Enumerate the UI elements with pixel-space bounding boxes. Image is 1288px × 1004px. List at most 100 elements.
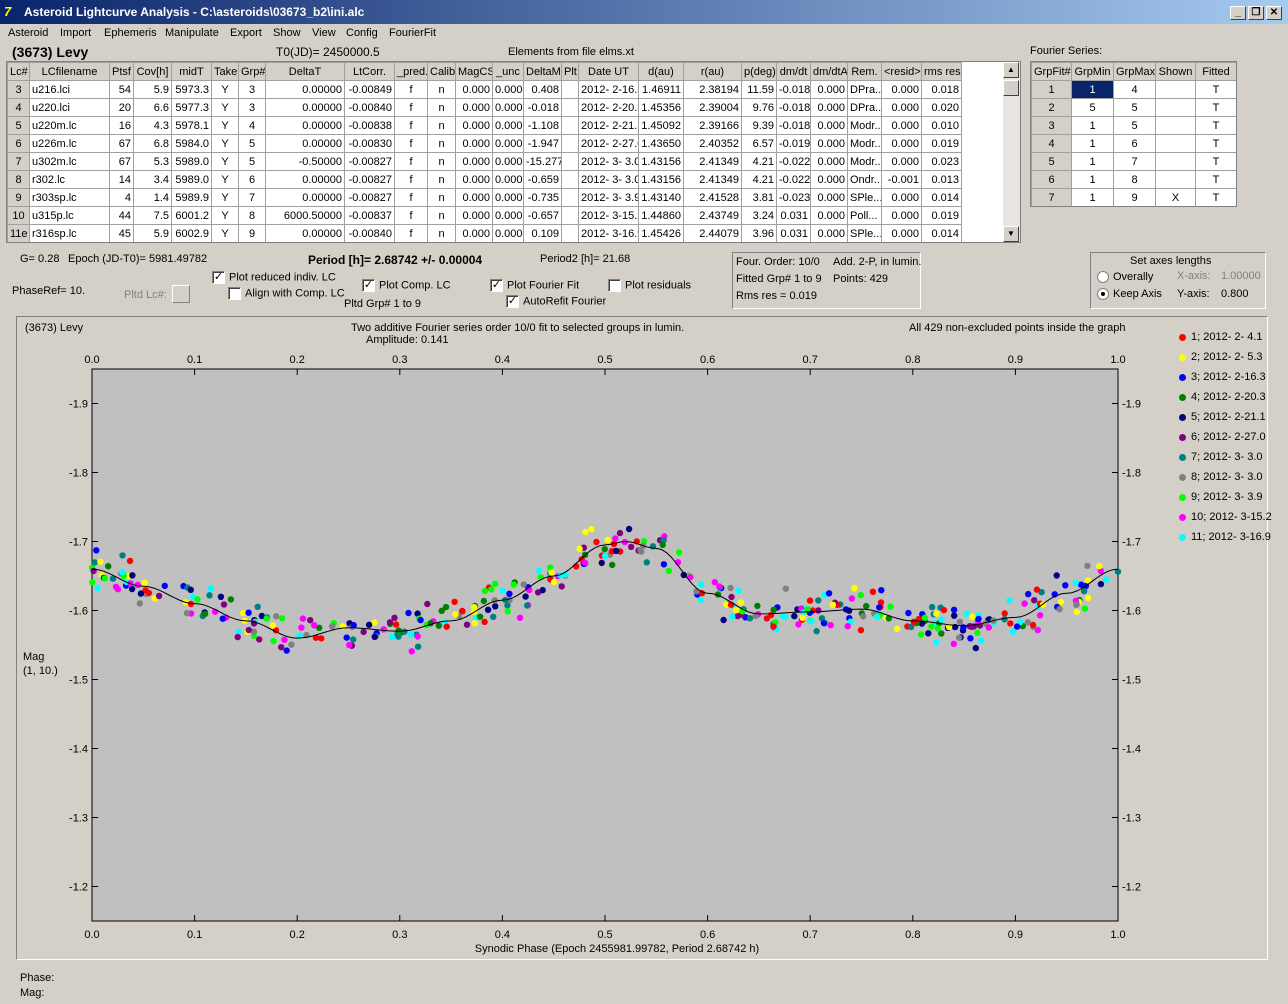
lc-cell[interactable]: u302m.lc xyxy=(29,152,110,171)
lc-cell[interactable]: -0.659 xyxy=(523,170,562,189)
lc-cell[interactable]: n xyxy=(427,170,456,189)
lc-table-row[interactable]: 4 u220.lci 20 6.6 5977.3 Y 3 0.00000 -0.00840 f n 0… xyxy=(7,98,962,117)
lc-table-row[interactable]: 8 r302.lc 14 3.4 5989.0 Y 6 0.00000 -0.00827 f n 0.… xyxy=(7,170,962,189)
lc-cell[interactable] xyxy=(561,188,579,207)
lc-cell[interactable]: 8 xyxy=(7,170,30,189)
fourier-cell[interactable]: T xyxy=(1195,134,1236,153)
lc-column-header[interactable]: Date UT xyxy=(578,62,639,81)
lc-cell[interactable]: -0.00837 xyxy=(344,206,395,225)
plot-residuals-checkbox[interactable]: Plot residuals xyxy=(608,279,691,292)
lc-cell[interactable]: 7.5 xyxy=(133,206,172,225)
lc-cell[interactable]: 1.43650 xyxy=(638,134,684,153)
fourier-cell[interactable]: T xyxy=(1195,152,1236,171)
lc-cell[interactable]: 3.24 xyxy=(741,206,777,225)
lc-cell[interactable]: 0.000 xyxy=(881,188,922,207)
lc-cell[interactable]: 6002.9 xyxy=(171,224,212,242)
lc-cell[interactable]: u315p.lc xyxy=(29,206,110,225)
lc-cell[interactable]: 0.000 xyxy=(455,224,493,242)
lc-cell[interactable]: 16 xyxy=(109,116,134,135)
lc-cell[interactable]: 5.9 xyxy=(133,224,172,242)
lc-cell[interactable]: r302.lc xyxy=(29,170,110,189)
menu-import[interactable]: Import xyxy=(60,27,92,39)
lc-cell[interactable]: 3.4 xyxy=(133,170,172,189)
fourier-cell[interactable]: 8 xyxy=(1113,170,1156,189)
fourier-cell[interactable]: T xyxy=(1195,170,1236,189)
lc-cell[interactable]: -0.023 xyxy=(776,188,811,207)
lc-cell[interactable]: 0.00000 xyxy=(265,170,345,189)
lc-cell[interactable]: n xyxy=(427,80,456,99)
lc-cell[interactable]: -0.00827 xyxy=(344,152,395,171)
plot-reduced-checkbox[interactable]: ✓ Plot reduced indiv. LC xyxy=(212,271,336,284)
lc-cell[interactable]: 4 xyxy=(238,116,266,135)
lc-cell[interactable]: 6.57 xyxy=(741,134,777,153)
lc-cell[interactable]: -0.00849 xyxy=(344,80,395,99)
fourier-cell[interactable] xyxy=(1155,116,1196,135)
lc-cell[interactable]: 2.40352 xyxy=(683,134,742,153)
lc-cell[interactable]: Y xyxy=(211,80,239,99)
lc-cell[interactable]: 6000.50000 xyxy=(265,206,345,225)
lc-cell[interactable]: 5 xyxy=(238,152,266,171)
lc-cell[interactable]: 7 xyxy=(238,188,266,207)
lc-cell[interactable]: 2012- 3- 3.9 xyxy=(578,188,639,207)
lc-cell[interactable]: 0.000 xyxy=(881,134,922,153)
lc-cell[interactable]: 0.000 xyxy=(492,80,524,99)
lc-cell[interactable]: 3.81 xyxy=(741,188,777,207)
lc-column-header[interactable]: Cov[h] xyxy=(133,62,172,81)
menu-fourierfit[interactable]: FourierFit xyxy=(389,27,437,39)
lc-cell[interactable] xyxy=(561,206,579,225)
lc-cell[interactable]: 2.41528 xyxy=(683,188,742,207)
fourier-column-header[interactable]: GrpMin xyxy=(1071,62,1114,81)
lc-cell[interactable]: 0.000 xyxy=(881,206,922,225)
lc-cell[interactable]: f xyxy=(394,134,428,153)
lc-cell[interactable]: 0.000 xyxy=(455,98,493,117)
lc-cell[interactable]: 2012- 3-15.2 xyxy=(578,206,639,225)
lc-cell[interactable]: 0.031 xyxy=(776,224,811,242)
lc-cell[interactable]: 0.000 xyxy=(455,170,493,189)
lc-cell[interactable]: 2012- 3- 3.0 xyxy=(578,170,639,189)
lc-column-header[interactable]: Calib. xyxy=(427,62,456,81)
menu-ephemeris[interactable]: Ephemeris xyxy=(104,27,157,39)
lightcurve-scrollbar[interactable]: ▲ ▼ xyxy=(1003,62,1020,242)
fourier-cell[interactable]: 5 xyxy=(1113,116,1156,135)
lc-cell[interactable]: 2.38194 xyxy=(683,80,742,99)
lc-cell[interactable]: 45 xyxy=(109,224,134,242)
lc-cell[interactable]: 3 xyxy=(238,80,266,99)
fourier-cell[interactable]: 9 xyxy=(1113,188,1156,206)
lc-cell[interactable]: -0.018 xyxy=(776,98,811,117)
lc-cell[interactable]: -0.657 xyxy=(523,206,562,225)
lc-cell[interactable]: 2012- 3- 3.0 xyxy=(578,152,639,171)
lc-cell[interactable]: 0.013 xyxy=(921,170,962,189)
lc-cell[interactable]: SPle... xyxy=(847,224,882,242)
lc-cell[interactable]: 9 xyxy=(7,188,30,207)
plot-comp-checkbox[interactable]: ✓ Plot Comp. LC xyxy=(362,279,451,292)
fourier-cell[interactable] xyxy=(1155,98,1196,117)
lc-cell[interactable]: 0.000 xyxy=(492,152,524,171)
lc-cell[interactable]: r303sp.lc xyxy=(29,188,110,207)
lc-cell[interactable]: 0.00000 xyxy=(265,188,345,207)
lc-cell[interactable]: -0.019 xyxy=(776,134,811,153)
scroll-up-icon[interactable]: ▲ xyxy=(1003,62,1019,78)
lc-cell[interactable]: 0.019 xyxy=(921,206,962,225)
lc-cell[interactable]: n xyxy=(427,134,456,153)
fourier-cell[interactable]: 6 xyxy=(1031,170,1072,189)
lc-cell[interactable]: -0.018 xyxy=(776,116,811,135)
fourier-cell[interactable]: 4 xyxy=(1031,134,1072,153)
lc-column-header[interactable]: _unc xyxy=(492,62,524,81)
lc-cell[interactable]: 1.4 xyxy=(133,188,172,207)
lc-cell[interactable]: 6 xyxy=(7,134,30,153)
lc-cell[interactable]: DPra... xyxy=(847,98,882,117)
lc-cell[interactable]: Modr... xyxy=(847,152,882,171)
lc-cell[interactable]: Y xyxy=(211,134,239,153)
lc-cell[interactable]: 0.018 xyxy=(921,80,962,99)
menu-asteroid[interactable]: Asteroid xyxy=(8,27,49,39)
lc-column-header[interactable]: <resid> xyxy=(881,62,922,81)
lc-cell[interactable]: 0.000 xyxy=(810,134,848,153)
lc-cell[interactable]: 10 xyxy=(7,206,30,225)
lc-cell[interactable]: 2012- 2-21.1 xyxy=(578,116,639,135)
fourier-cell[interactable]: 1 xyxy=(1071,134,1114,153)
lc-cell[interactable]: 20 xyxy=(109,98,134,117)
lc-cell[interactable]: 6 xyxy=(238,170,266,189)
fourier-cell[interactable]: 7 xyxy=(1113,152,1156,171)
lc-cell[interactable]: 0.000 xyxy=(881,152,922,171)
